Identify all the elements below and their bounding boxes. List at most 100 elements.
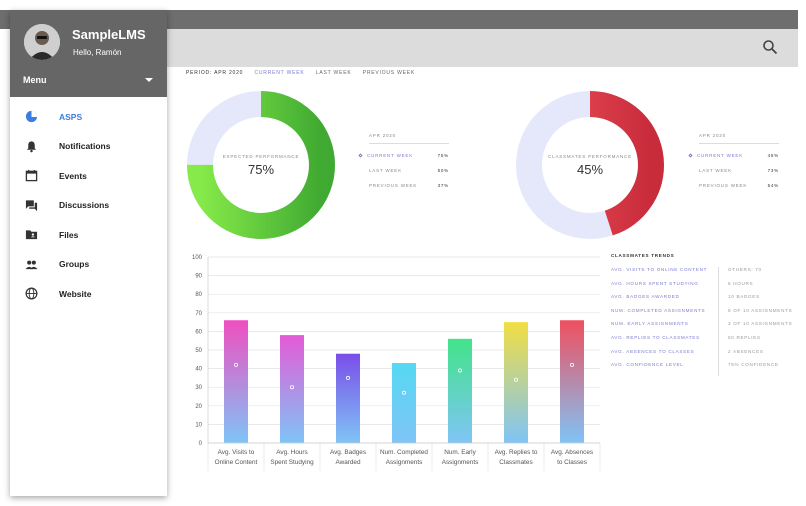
x-tick-label: Num. Early bbox=[444, 449, 476, 456]
y-tick-label: 0 bbox=[199, 441, 203, 447]
x-tick-label: Assignments bbox=[386, 459, 423, 466]
y-tick-label: 80 bbox=[195, 292, 202, 298]
x-tick-label: Num. Completed bbox=[380, 449, 428, 456]
trend-key: AVG. REPLIES TO CLASSMATES bbox=[611, 334, 719, 349]
donut-value: 75% bbox=[247, 161, 275, 177]
y-tick-label: 40 bbox=[195, 367, 202, 373]
trend-row: AVG. REPLIES TO CLASSMATES 50 REPLIES bbox=[611, 334, 801, 349]
x-tick-label: Spent Studying bbox=[270, 459, 314, 466]
group-icon bbox=[25, 260, 38, 269]
app-name: SampleLMS bbox=[72, 27, 146, 42]
diamond-icon bbox=[358, 153, 363, 158]
trend-value: OTHERS: 70 bbox=[728, 267, 762, 272]
sidebar-item-label: Events bbox=[59, 170, 87, 181]
legend-row[interactable]: CURRENT WEEK 75% bbox=[358, 153, 449, 168]
expected-performance-donut: EXPECTED PERFORMANCE 75% bbox=[186, 90, 336, 240]
trend-key: NUM. EARLY ASSIGNMENTS bbox=[611, 321, 719, 335]
app-bar bbox=[167, 29, 798, 67]
x-tick-label: Avg. Absences bbox=[551, 449, 593, 456]
sidebar-item-discussions[interactable]: Discussions bbox=[10, 191, 167, 221]
menu-toggle-label[interactable]: Menu bbox=[23, 75, 47, 85]
forum-icon bbox=[25, 200, 38, 211]
trend-value: 10 BADGES bbox=[728, 294, 760, 300]
sidebar-item-notifications[interactable]: Notifications bbox=[10, 132, 167, 162]
y-tick-label: 30 bbox=[195, 385, 202, 391]
sidebar-item-files[interactable]: Files bbox=[10, 220, 167, 250]
bar bbox=[392, 363, 416, 443]
tab-last-week[interactable]: LAST WEEK bbox=[315, 70, 352, 76]
sidebar: SampleLMS Hello, Ramón Menu ASPS Notific… bbox=[10, 10, 167, 496]
bar-marker bbox=[234, 362, 239, 367]
legend-row[interactable]: PREVIOUS WEEK 54% bbox=[699, 183, 779, 188]
classmates-performance-donut: CLASSMATES PERFORMANCE 45% bbox=[515, 90, 665, 240]
pie-chart-icon bbox=[25, 111, 38, 123]
trend-row: AVG. CONFIDENCE LEVEL 75% CONFIDENCE bbox=[611, 362, 801, 376]
classmates-legend: APR 2020 CURRENT WEEK 45% LAST WEEK 73% PR… bbox=[688, 133, 779, 198]
period-selector: PERIOD: APR 2020 CURRENT WEEK LAST WEEK … bbox=[186, 70, 424, 76]
y-tick-label: 60 bbox=[195, 329, 202, 335]
x-tick-label: to Classes bbox=[557, 459, 587, 466]
sidebar-item-label: ASPS bbox=[59, 111, 83, 122]
trend-row: AVG. BADGES AWARDED 10 BADGES bbox=[611, 294, 801, 308]
user-greeting: Hello, Ramón bbox=[73, 48, 122, 57]
y-tick-label: 100 bbox=[192, 255, 203, 261]
legend-title: APR 2020 bbox=[699, 133, 779, 144]
trend-key: AVG. ABSENCES TO CLASSES bbox=[611, 348, 719, 363]
legend-row[interactable]: LAST WEEK 50% bbox=[369, 168, 449, 173]
y-tick-label: 10 bbox=[195, 422, 202, 428]
x-tick-label: Classmates bbox=[499, 459, 532, 466]
x-tick-label: Awarded bbox=[335, 459, 361, 466]
globe-icon bbox=[25, 287, 38, 300]
sidebar-item-label: Notifications bbox=[59, 141, 111, 152]
x-tick-label: Online Content bbox=[215, 459, 258, 466]
y-tick-label: 70 bbox=[195, 311, 202, 317]
trend-value: 75% CONFIDENCE bbox=[728, 362, 779, 368]
sidebar-item-events[interactable]: Events bbox=[10, 161, 167, 191]
donut-caption: CLASSMATES PERFORMANCE bbox=[548, 153, 632, 159]
trend-row: AVG. VISITS TO ONLINE CONTENT OTHERS: 70 bbox=[611, 267, 801, 281]
legend-row[interactable]: LAST WEEK 73% bbox=[699, 168, 779, 173]
trends-bar-chart: 0 10 20 30 40 50 60 70 80 90 100 Avg. Visits to Onli… bbox=[192, 255, 601, 471]
bar-marker bbox=[569, 362, 574, 367]
search-icon[interactable] bbox=[762, 39, 778, 55]
trend-key: AVG. HOURS SPENT STUDYING bbox=[611, 280, 719, 295]
sidebar-item-label: Discussions bbox=[59, 200, 110, 211]
sidebar-nav: ASPS Notifications Events Discussions bbox=[10, 97, 167, 309]
avatar[interactable] bbox=[24, 24, 60, 60]
x-tick-label: Avg. Visits to bbox=[218, 449, 255, 456]
chevron-down-icon[interactable] bbox=[145, 78, 153, 82]
sidebar-item-groups[interactable]: Groups bbox=[10, 250, 167, 280]
donut-arc bbox=[516, 91, 664, 239]
sidebar-item-asps[interactable]: ASPS bbox=[10, 102, 167, 132]
bar-marker bbox=[290, 385, 295, 390]
bar bbox=[224, 320, 248, 443]
expected-legend: APR 2020 CURRENT WEEK 75% LAST WEEK 50% PR… bbox=[358, 133, 449, 198]
calendar-icon bbox=[25, 170, 38, 182]
top-bar bbox=[0, 10, 798, 29]
legend-row[interactable]: PREVIOUS WEEK 37% bbox=[369, 183, 449, 188]
diamond-icon bbox=[688, 153, 693, 158]
bar bbox=[560, 320, 584, 443]
trend-row: AVG. HOURS SPENT STUDYING 6 HOURS bbox=[611, 280, 801, 295]
trend-key: AVG. VISITS TO ONLINE CONTENT bbox=[611, 267, 719, 281]
trend-key: NUM. COMPLETED ASSIGNMENTS bbox=[611, 307, 719, 322]
sidebar-header: SampleLMS Hello, Ramón Menu bbox=[10, 10, 167, 97]
trend-value: 2 ABSENCES bbox=[728, 348, 764, 354]
trend-value: 8 OF 10 ASSIGNMENTS bbox=[728, 307, 793, 313]
legend-row[interactable]: CURRENT WEEK 45% bbox=[688, 153, 779, 168]
tab-current-week[interactable]: CURRENT WEEK bbox=[254, 70, 305, 76]
x-tick-label: Assignments bbox=[442, 459, 479, 466]
trend-row: NUM. COMPLETED ASSIGNMENTS 8 OF 10 ASSIGN… bbox=[611, 307, 801, 322]
trend-value: 50 REPLIES bbox=[728, 334, 761, 340]
donut-value: 45% bbox=[576, 161, 604, 177]
x-tick-label: Avg. Hours bbox=[276, 449, 308, 456]
tab-previous-week[interactable]: PREVIOUS WEEK bbox=[362, 70, 416, 76]
sidebar-item-label: Groups bbox=[59, 259, 90, 270]
sidebar-item-website[interactable]: Website bbox=[10, 279, 167, 309]
y-tick-label: 50 bbox=[195, 348, 202, 354]
sidebar-item-label: Website bbox=[59, 288, 92, 299]
trend-row: AVG. ABSENCES TO CLASSES 2 ABSENCES bbox=[611, 348, 801, 363]
x-tick-label: Avg. Badges bbox=[330, 449, 366, 456]
bar bbox=[448, 338, 472, 443]
donut-arc bbox=[187, 91, 335, 239]
